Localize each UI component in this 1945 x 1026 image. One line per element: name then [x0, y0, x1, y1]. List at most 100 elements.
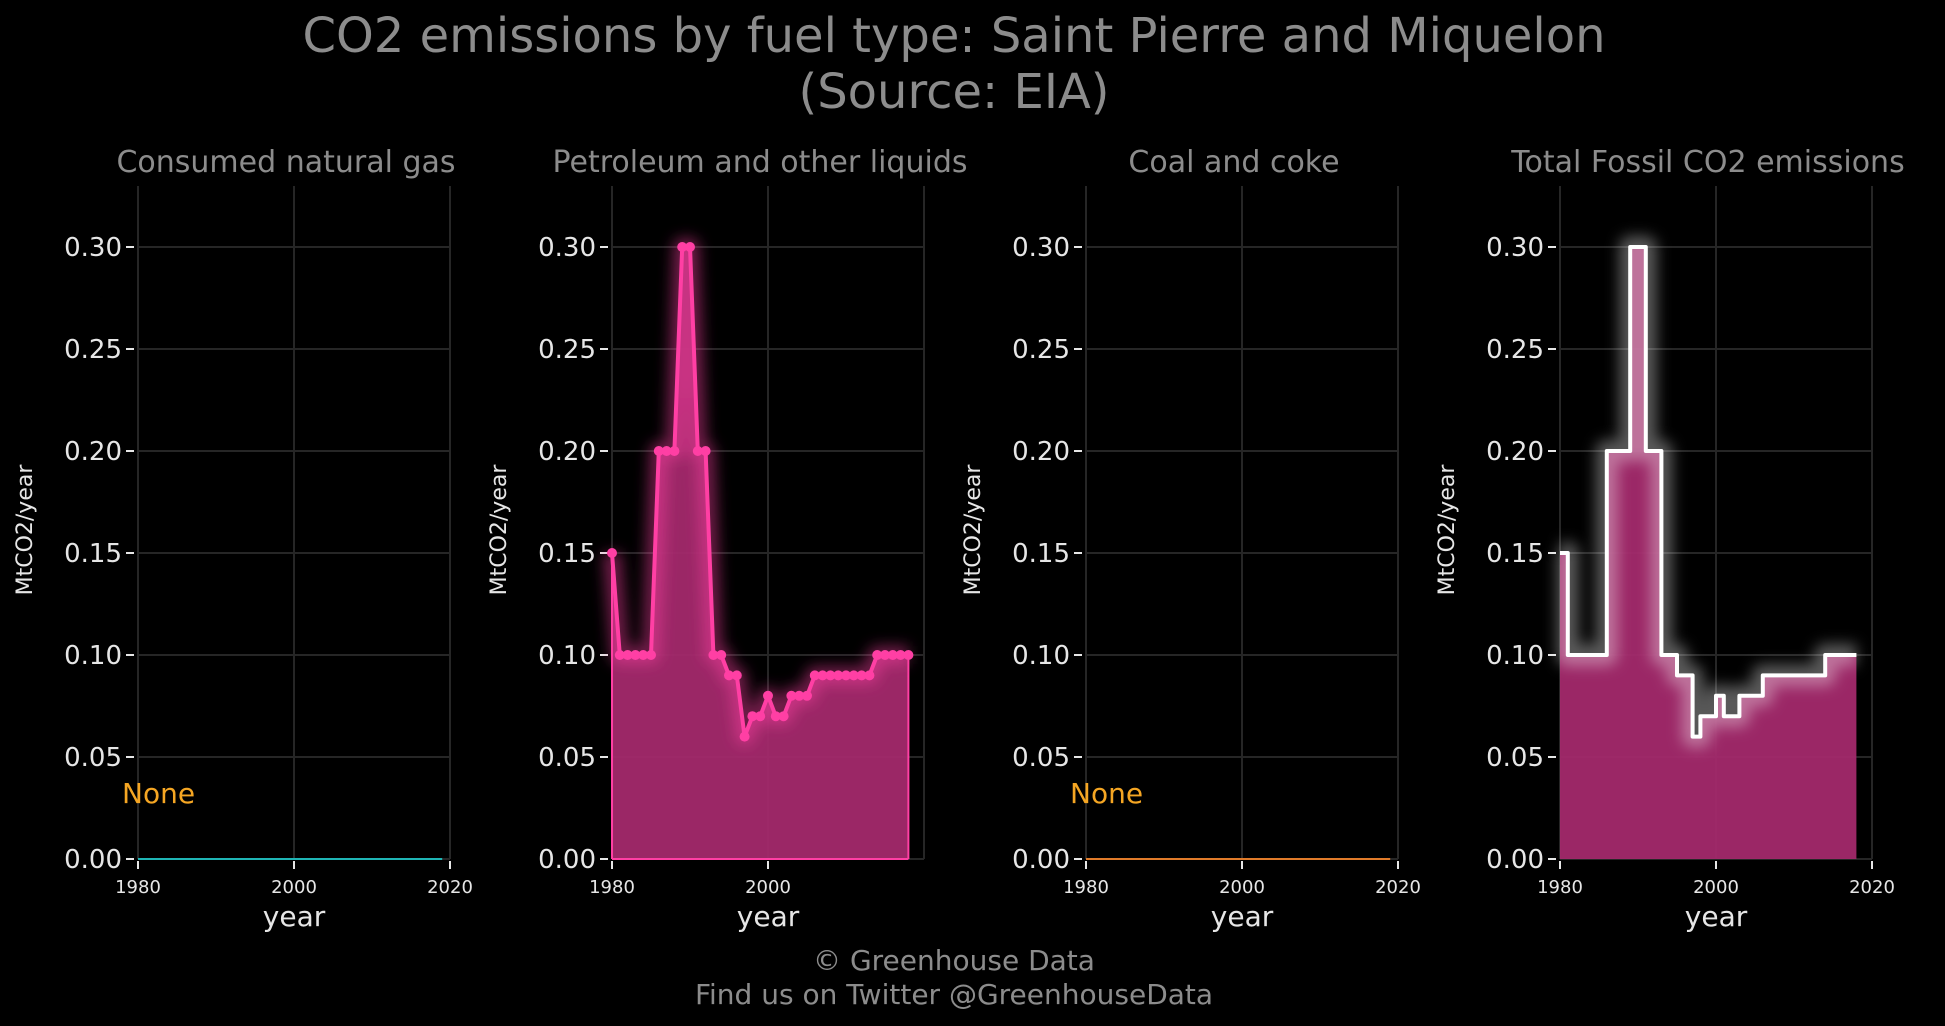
- data-point: [646, 650, 656, 660]
- data-point: [763, 690, 773, 701]
- series-area: [612, 247, 909, 859]
- data-point: [833, 670, 844, 681]
- x-axis-label: year: [737, 900, 800, 933]
- ytick-label: 0.05: [64, 743, 122, 773]
- data-point: [794, 690, 805, 701]
- ytick-label: 0.10: [1012, 641, 1070, 671]
- ytick-label: 0.25: [538, 335, 596, 365]
- data-point: [685, 242, 695, 252]
- panel-title: Coal and coke: [1128, 145, 1339, 180]
- ytick-label: 0.25: [1012, 335, 1070, 365]
- ytick-label: 0.15: [1012, 539, 1070, 569]
- data-point: [872, 650, 883, 660]
- ytick-label: 0.05: [538, 743, 596, 773]
- xtick-label: 2000: [1219, 877, 1265, 898]
- credit-twitter: Find us on Twitter @GreenhouseData: [694, 978, 1214, 1011]
- data-point: [770, 711, 781, 722]
- data-point: [614, 650, 625, 660]
- chart-title-line1: CO2 emissions by fuel type: Saint Pierre…: [302, 8, 1606, 64]
- ytick-label: 0.05: [1012, 743, 1070, 773]
- ytick-label: 0.10: [64, 641, 122, 671]
- xtick-label: 1980: [1063, 877, 1109, 898]
- series-line: [1560, 245, 1857, 739]
- panel-2: Petroleum and other liquids 0.00 0.05 0.10 0…: [487, 145, 968, 933]
- data-point: [747, 711, 758, 722]
- data-point: [669, 446, 680, 456]
- data-point: [677, 242, 688, 252]
- data-point: [692, 446, 703, 456]
- data-point: [607, 548, 617, 558]
- ytick-label: 0.15: [538, 539, 596, 569]
- ytick-label: 0.30: [64, 233, 122, 263]
- ytick-label: 0.30: [1486, 233, 1544, 263]
- data-point: [887, 650, 898, 660]
- chart-title: CO2 emissions by fuel type: Saint Pierre…: [0, 8, 1908, 120]
- ytick-label: 0.30: [1012, 233, 1070, 263]
- data-point: [778, 711, 789, 722]
- panel-title: Total Fossil CO2 emissions: [1510, 145, 1904, 180]
- data-point: [638, 650, 649, 660]
- ytick-label: 0.10: [538, 641, 596, 671]
- data-point: [700, 446, 711, 456]
- y-axis-label: MtCO2/year: [961, 464, 986, 596]
- xtick-label: 2000: [1693, 877, 1739, 898]
- data-point: [739, 731, 750, 742]
- data-point: [716, 650, 727, 660]
- ytick-label: 0.15: [1486, 539, 1544, 569]
- panel-4: Total Fossil CO2 emissions 0.00 0.05 0.10 0.…: [1435, 145, 1905, 933]
- panel-3: Coal and coke 0.00 0.05 0.10 0.15 0.20 0.25 0.3…: [961, 145, 1421, 933]
- xtick-label: 2000: [745, 877, 791, 898]
- chart-title-line2: (Source: EIA): [798, 64, 1110, 120]
- none-annotation: None: [1070, 777, 1143, 810]
- ytick-label: 0.00: [538, 845, 596, 875]
- data-point: [755, 711, 766, 722]
- ytick-label: 0.25: [64, 335, 122, 365]
- credit-copyright: © Greenhouse Data: [813, 944, 1095, 977]
- ytick-label: 0.25: [1486, 335, 1544, 365]
- panel-1: Consumed natural gas 0.00 0.05 0.10 0.15 0.20…: [13, 145, 473, 933]
- ytick-label: 0.10: [1486, 641, 1544, 671]
- series-glow: [1556, 236, 1860, 748]
- data-point: [724, 670, 734, 681]
- data-point: [802, 690, 812, 701]
- xtick-label: 2000: [271, 877, 317, 898]
- data-point: [856, 670, 867, 681]
- xtick-label: 2020: [1375, 877, 1421, 898]
- ytick-label: 0.20: [64, 437, 122, 467]
- data-point: [786, 690, 797, 701]
- x-axis-label: year: [263, 900, 326, 933]
- panel-title: Petroleum and other liquids: [552, 145, 967, 180]
- ytick-label: 0.20: [538, 437, 596, 467]
- data-point: [880, 650, 890, 660]
- credit: © Greenhouse Data Find us on Twitter @Gr…: [0, 944, 1908, 1012]
- y-axis-label: MtCO2/year: [1435, 464, 1460, 596]
- data-point: [903, 650, 914, 660]
- y-axis-label: MtCO2/year: [487, 464, 512, 596]
- data-point: [630, 650, 641, 660]
- data-point: [817, 670, 828, 681]
- ytick-label: 0.20: [1012, 437, 1070, 467]
- data-point: [864, 670, 875, 681]
- xtick-label: 2020: [1849, 877, 1895, 898]
- ytick-label: 0.30: [538, 233, 596, 263]
- x-axis-label: year: [1211, 900, 1274, 933]
- xtick-label: 1980: [1537, 877, 1583, 898]
- ytick-label: 0.00: [64, 845, 122, 875]
- data-point: [809, 670, 820, 681]
- xtick-label: 1980: [115, 877, 161, 898]
- data-point: [622, 650, 633, 660]
- data-point: [895, 650, 906, 660]
- data-point: [841, 670, 851, 681]
- y-axis-label: MtCO2/year: [13, 464, 38, 596]
- data-point: [731, 670, 742, 681]
- ytick-label: 0.15: [64, 539, 122, 569]
- xtick-label: 1980: [589, 877, 635, 898]
- data-point: [708, 650, 719, 660]
- data-point: [848, 670, 859, 681]
- ytick-label: 0.05: [1486, 743, 1544, 773]
- data-point: [825, 670, 836, 681]
- data-point: [661, 446, 672, 456]
- none-annotation: None: [122, 777, 195, 810]
- ytick-label: 0.20: [1486, 437, 1544, 467]
